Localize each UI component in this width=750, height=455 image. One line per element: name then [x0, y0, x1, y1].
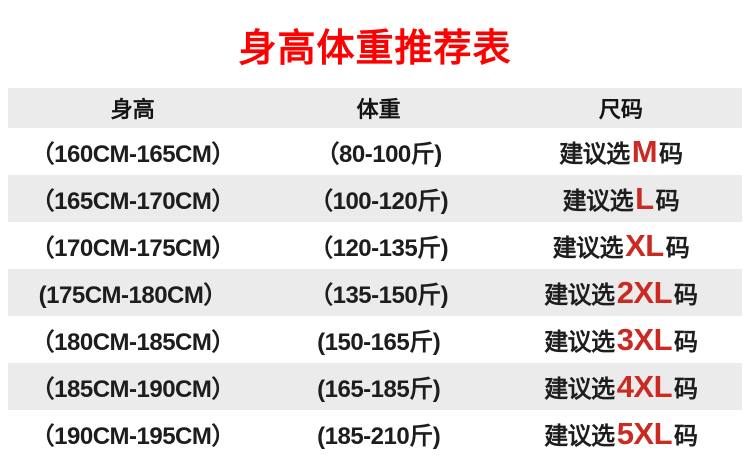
table-row: （180CM-185CM） (150-165斤) 建议选 3XL 码 — [8, 316, 742, 363]
size-code: 3XL — [616, 321, 673, 357]
height-cell: （160CM-165CM） — [30, 141, 236, 168]
size-code: 4XL — [616, 368, 673, 404]
header-weight: 体重 — [356, 97, 401, 122]
size-suffix: 码 — [655, 188, 680, 215]
size-code: XL — [625, 227, 664, 263]
height-cell: （180CM-185CM） — [30, 329, 236, 356]
weight-cell: (150-165斤) — [317, 329, 441, 356]
size-code: 2XL — [616, 274, 673, 310]
size-cell: 建议选 3XL 码 — [500, 316, 742, 363]
size-prefix: 建议选 — [544, 376, 615, 403]
table-row: (175CM-180CM） （135-150斤) 建议选 2XL 码 — [8, 269, 742, 316]
height-cell: （185CM-190CM） — [30, 376, 236, 403]
size-cell: 建议选 4XL 码 — [500, 363, 742, 410]
height-cell: （170CM-175CM） — [30, 235, 236, 262]
size-prefix: 建议选 — [544, 329, 615, 356]
weight-cell: （135-150斤) — [309, 282, 449, 309]
height-cell: （190CM-195CM） — [30, 423, 236, 450]
size-prefix: 建议选 — [544, 423, 615, 450]
header-size: 尺码 — [598, 97, 643, 122]
size-cell: 建议选 5XL 码 — [500, 410, 742, 455]
size-prefix: 建议选 — [552, 235, 624, 262]
size-code: 5XL — [616, 415, 673, 451]
weight-cell: （100-120斤) — [309, 188, 449, 215]
table-header-row: 身高 体重 尺码 — [8, 88, 742, 128]
size-suffix: 码 — [659, 141, 683, 168]
weight-cell: （80-100斤) — [315, 141, 443, 168]
size-prefix: 建议选 — [544, 282, 615, 309]
table-row: （190CM-195CM） (185-210斤) 建议选 5XL 码 — [8, 410, 742, 455]
size-prefix: 建议选 — [562, 188, 634, 215]
size-suffix: 码 — [674, 423, 698, 450]
weight-cell: （120-135斤) — [309, 235, 449, 262]
size-cell: 建议选 L 码 — [500, 175, 742, 222]
size-suffix: 码 — [665, 235, 690, 262]
size-cell: 建议选 XL 码 — [500, 222, 742, 269]
header-height: 身高 — [110, 97, 155, 122]
size-suffix: 码 — [674, 376, 698, 403]
weight-cell: (185-210斤) — [317, 423, 441, 450]
height-cell: （165CM-170CM） — [30, 188, 236, 215]
size-cell: 建议选 2XL 码 — [500, 269, 742, 316]
size-suffix: 码 — [674, 329, 698, 356]
table-row: （170CM-175CM） （120-135斤) 建议选 XL 码 — [8, 222, 742, 269]
weight-cell: (165-185斤) — [317, 376, 441, 403]
table-row: （165CM-170CM） （100-120斤) 建议选 L 码 — [8, 175, 742, 222]
table-row: （185CM-190CM） (165-185斤) 建议选 4XL 码 — [8, 363, 742, 410]
height-cell: (175CM-180CM） — [38, 282, 228, 309]
page-title: 身高体重推荐表 — [238, 27, 512, 70]
size-code: M — [631, 133, 658, 169]
size-code: L — [635, 180, 654, 216]
title-bar: 身高体重推荐表 — [0, 0, 750, 88]
size-prefix: 建议选 — [559, 141, 630, 168]
size-suffix: 码 — [674, 282, 698, 309]
